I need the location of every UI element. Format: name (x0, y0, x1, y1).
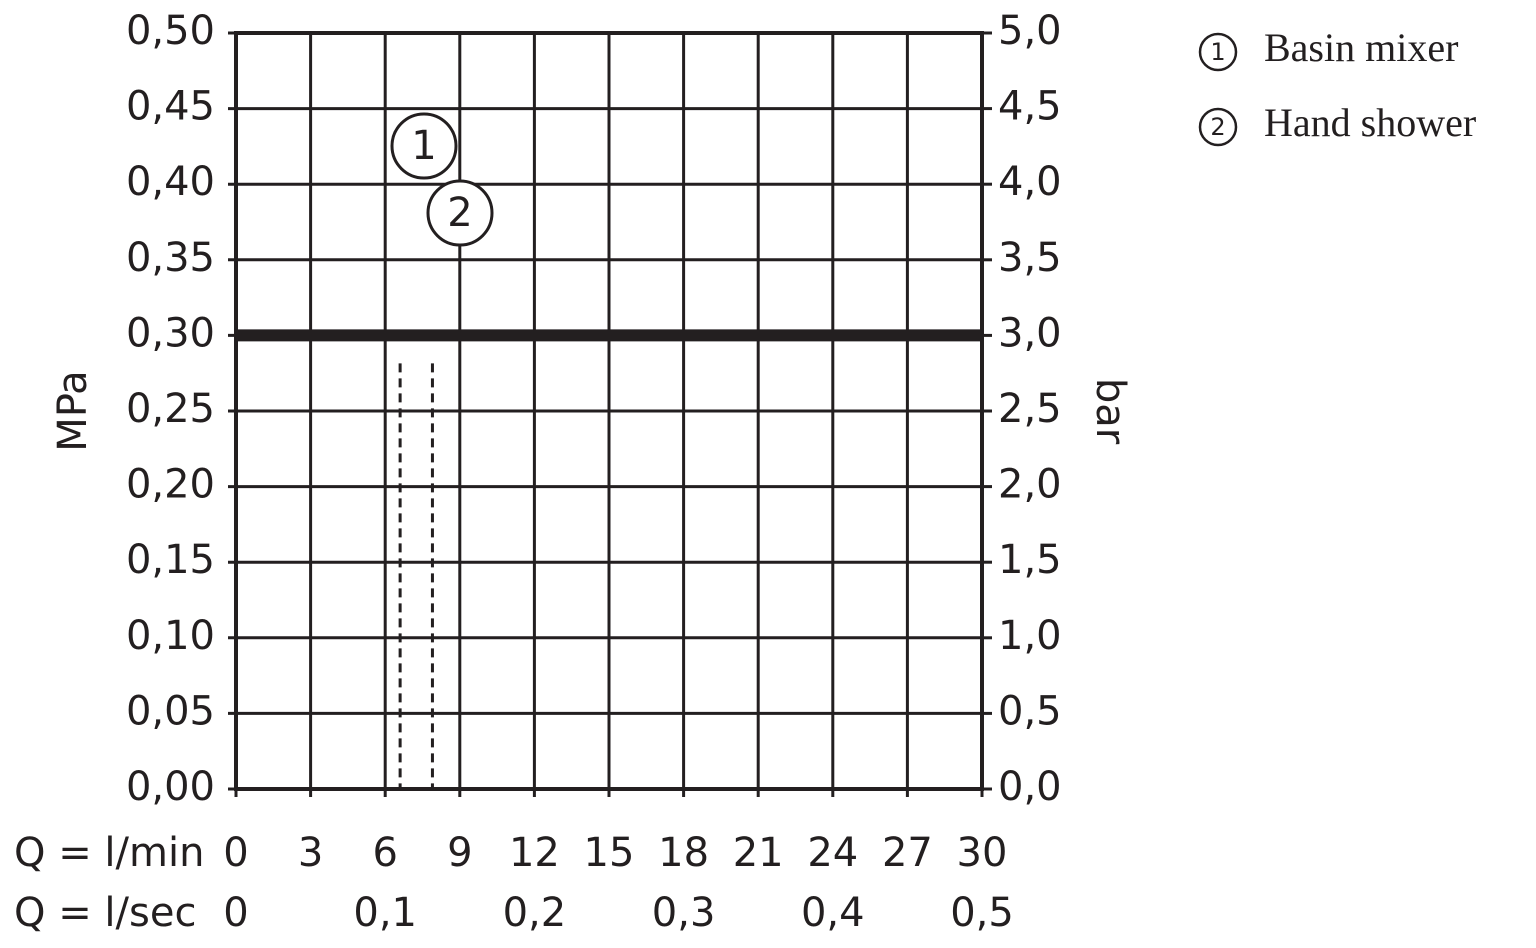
x-tick-label: 21 (733, 830, 784, 876)
curve-badge-label: 2 (447, 190, 472, 236)
curve-badge (426, 179, 494, 247)
y2-tick-label: 0,5 (998, 688, 1062, 734)
y-tick-label: 0,45 (126, 84, 215, 130)
y2-axis-label: bar (1087, 378, 1133, 445)
y2-tick-label: 2,5 (998, 386, 1062, 432)
x-tick-label: 27 (882, 830, 933, 876)
y2-tick-label: 4,0 (998, 159, 1062, 205)
legend-badge (1198, 32, 1238, 72)
x-tick-label: 0 (223, 830, 248, 876)
x2-tick-label: 0,1 (353, 890, 417, 936)
x-tick-label: 30 (957, 830, 1008, 876)
plot-frame (234, 31, 984, 791)
x2-tick-label: 0 (223, 890, 248, 936)
y-tick-label: 0,35 (126, 235, 215, 281)
y-axis-label: MPa (50, 370, 96, 451)
y-tick-label: 0,15 (126, 537, 215, 583)
x2-tick-label: 0,2 (503, 890, 567, 936)
legend-label: Basin mixer (1264, 25, 1458, 70)
y2-tick-label: 1,0 (998, 613, 1062, 659)
y2-tick-label: 4,5 (998, 84, 1062, 130)
y-tick-label: 0,10 (126, 613, 215, 659)
legend-badge-label: 1 (1210, 38, 1225, 66)
y-tick-label: 0,20 (126, 462, 215, 508)
y2-tick-label: 1,5 (998, 537, 1062, 583)
y-tick-label: 0,05 (126, 688, 215, 734)
y-tick-label: 0,00 (126, 764, 215, 810)
legend-badge-label: 2 (1210, 113, 1225, 141)
y-tick-label: 0,25 (126, 386, 215, 432)
y-tick-label: 0,50 (126, 8, 215, 54)
x-axis-label: Q = l/min (14, 830, 204, 876)
y2-tick-label: 3,5 (998, 235, 1062, 281)
x2-axis-label: Q = l/sec (14, 890, 196, 936)
y2-tick-label: 5,0 (998, 8, 1062, 54)
y2-tick-label: 0,0 (998, 764, 1062, 810)
x2-tick-label: 0,4 (801, 890, 865, 936)
y-tick-label: 0,40 (126, 159, 215, 205)
curve-badge-label: 1 (411, 123, 436, 169)
x-tick-label: 3 (298, 830, 323, 876)
y-tick-label: 0,30 (126, 310, 215, 356)
y2-tick-label: 3,0 (998, 310, 1062, 356)
x-tick-label: 18 (658, 830, 709, 876)
legend-badge (1198, 107, 1238, 147)
x-tick-label: 12 (509, 830, 560, 876)
x-tick-label: 24 (807, 830, 858, 876)
y2-tick-label: 2,0 (998, 462, 1062, 508)
x-tick-label: 15 (584, 830, 635, 876)
x2-tick-label: 0,3 (652, 890, 716, 936)
curve-badge (390, 112, 458, 180)
legend-label: Hand shower (1264, 100, 1476, 145)
x-tick-label: 9 (447, 830, 472, 876)
x2-tick-label: 0,5 (950, 890, 1014, 936)
x-tick-label: 6 (372, 830, 397, 876)
